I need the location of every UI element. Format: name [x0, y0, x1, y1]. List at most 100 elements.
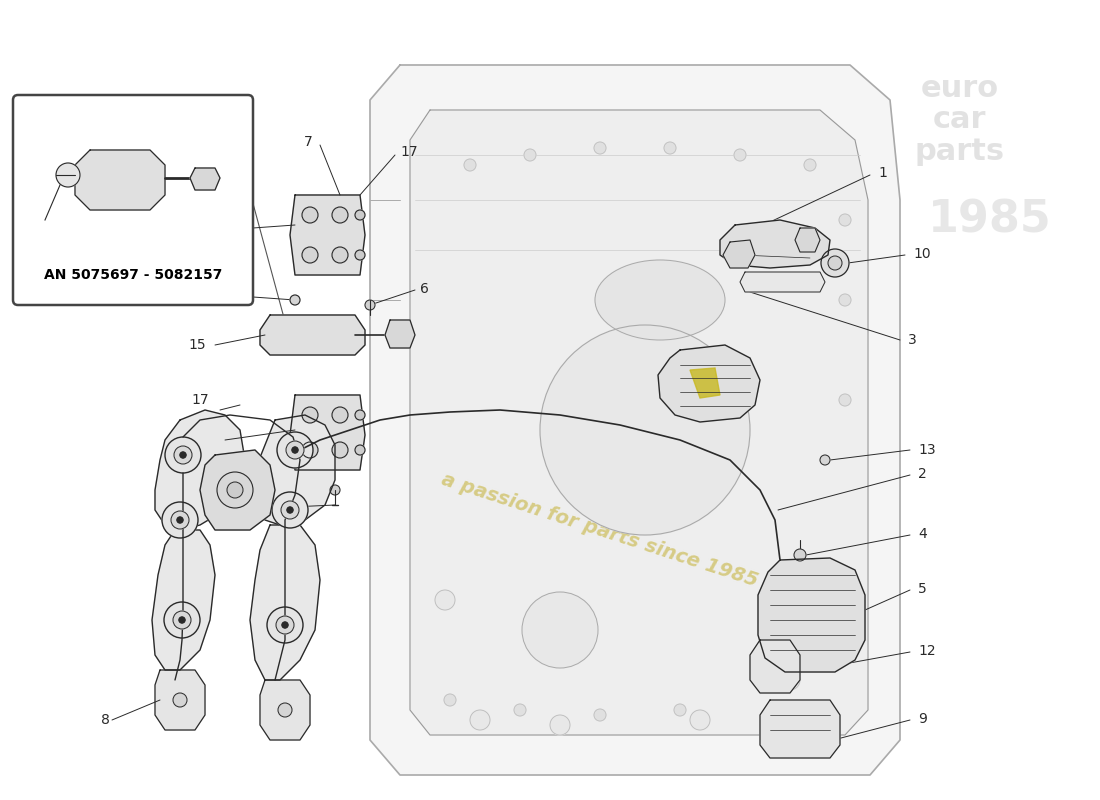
Text: 17: 17 — [400, 145, 418, 159]
Circle shape — [162, 502, 198, 538]
Circle shape — [839, 394, 851, 406]
Polygon shape — [152, 530, 214, 670]
Polygon shape — [290, 395, 365, 470]
Text: 9: 9 — [918, 712, 927, 726]
Text: 11: 11 — [198, 503, 216, 517]
Polygon shape — [260, 680, 310, 740]
Circle shape — [272, 492, 308, 528]
Circle shape — [794, 549, 806, 561]
Polygon shape — [190, 168, 220, 190]
Circle shape — [674, 704, 686, 716]
Circle shape — [177, 517, 183, 523]
Polygon shape — [690, 368, 721, 398]
Text: 19: 19 — [198, 288, 216, 302]
Circle shape — [332, 207, 348, 223]
Text: a passion for parts since 1985: a passion for parts since 1985 — [439, 470, 761, 590]
Circle shape — [821, 249, 849, 277]
Text: AN 5075697 - 5082157: AN 5075697 - 5082157 — [44, 268, 222, 282]
Text: 6: 6 — [420, 282, 429, 296]
Polygon shape — [410, 110, 868, 735]
Text: 15: 15 — [188, 338, 206, 352]
Polygon shape — [200, 450, 275, 530]
Polygon shape — [370, 65, 900, 775]
Circle shape — [522, 592, 598, 668]
Circle shape — [540, 325, 750, 535]
Circle shape — [514, 704, 526, 716]
Circle shape — [282, 622, 288, 628]
Polygon shape — [155, 670, 205, 730]
Text: 5: 5 — [918, 582, 926, 596]
Circle shape — [780, 670, 800, 690]
Polygon shape — [255, 415, 336, 525]
Ellipse shape — [595, 260, 725, 340]
Circle shape — [302, 207, 318, 223]
Text: 16: 16 — [198, 223, 216, 237]
Text: euro
car
parts: euro car parts — [915, 74, 1005, 166]
Polygon shape — [75, 150, 165, 210]
Circle shape — [180, 452, 186, 458]
Circle shape — [173, 611, 191, 629]
Text: 4: 4 — [918, 527, 926, 541]
Circle shape — [56, 163, 80, 187]
Circle shape — [839, 214, 851, 226]
Polygon shape — [723, 240, 755, 268]
Polygon shape — [795, 228, 820, 252]
Circle shape — [470, 710, 490, 730]
Circle shape — [278, 703, 292, 717]
Circle shape — [820, 455, 830, 465]
Polygon shape — [250, 525, 320, 680]
Polygon shape — [720, 220, 830, 268]
Text: 2: 2 — [918, 467, 926, 481]
Circle shape — [355, 445, 365, 455]
Circle shape — [664, 142, 676, 154]
Circle shape — [594, 709, 606, 721]
Circle shape — [302, 442, 318, 458]
Circle shape — [839, 294, 851, 306]
Circle shape — [355, 410, 365, 420]
Text: 12: 12 — [918, 644, 936, 658]
Text: 18: 18 — [32, 222, 48, 234]
Circle shape — [434, 590, 455, 610]
Circle shape — [464, 159, 476, 171]
Circle shape — [550, 715, 570, 735]
Polygon shape — [658, 345, 760, 422]
Circle shape — [170, 511, 189, 529]
Circle shape — [179, 617, 185, 623]
Polygon shape — [385, 320, 415, 348]
Circle shape — [164, 602, 200, 638]
Circle shape — [355, 250, 365, 260]
Circle shape — [174, 446, 192, 464]
Circle shape — [302, 247, 318, 263]
Circle shape — [280, 501, 299, 519]
Circle shape — [276, 616, 294, 634]
Circle shape — [690, 710, 710, 730]
Circle shape — [828, 256, 842, 270]
Polygon shape — [260, 315, 365, 355]
Circle shape — [524, 149, 536, 161]
Polygon shape — [740, 272, 825, 292]
Circle shape — [332, 247, 348, 263]
Circle shape — [302, 407, 318, 423]
Circle shape — [594, 142, 606, 154]
Polygon shape — [155, 410, 245, 530]
Circle shape — [332, 442, 348, 458]
Circle shape — [332, 407, 348, 423]
Circle shape — [734, 149, 746, 161]
Circle shape — [804, 159, 816, 171]
Circle shape — [267, 607, 303, 643]
Circle shape — [173, 693, 187, 707]
Circle shape — [292, 447, 298, 453]
FancyBboxPatch shape — [13, 95, 253, 305]
Circle shape — [290, 295, 300, 305]
Text: 16: 16 — [198, 433, 216, 447]
Text: 1: 1 — [878, 166, 887, 180]
Circle shape — [165, 437, 201, 473]
Text: 8: 8 — [101, 713, 110, 727]
Circle shape — [330, 485, 340, 495]
Circle shape — [355, 210, 365, 220]
Text: 17: 17 — [191, 393, 209, 407]
Circle shape — [287, 507, 293, 513]
Circle shape — [227, 482, 243, 498]
Polygon shape — [290, 195, 365, 275]
Polygon shape — [760, 700, 840, 758]
